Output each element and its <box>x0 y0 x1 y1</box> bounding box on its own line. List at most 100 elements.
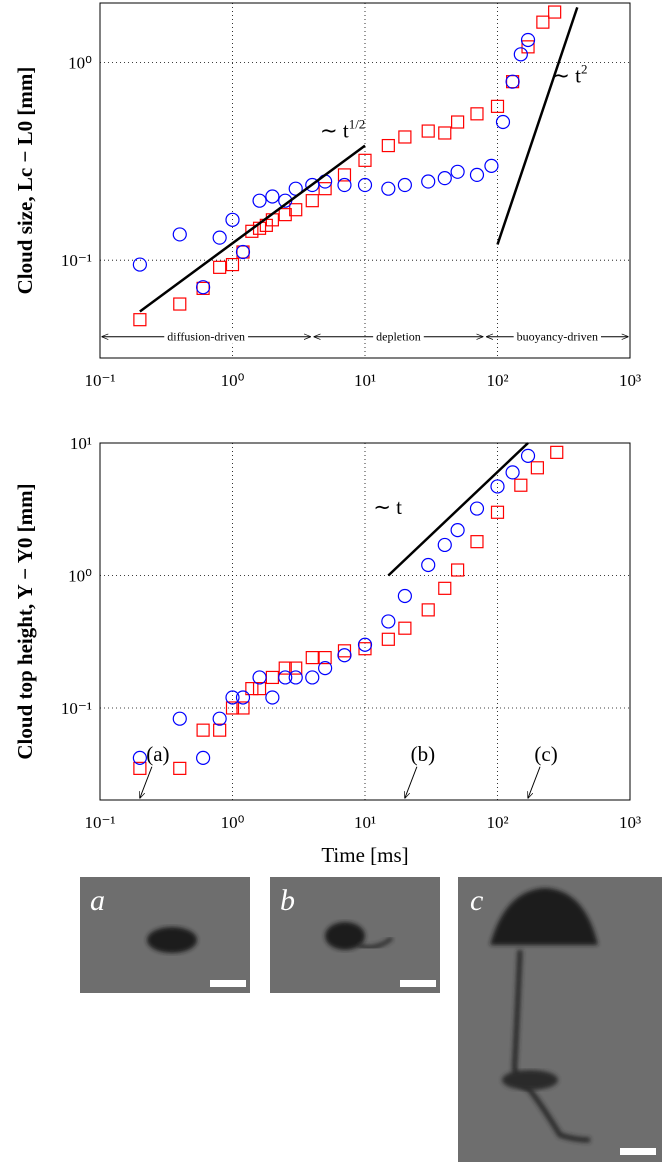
region-label: depletion <box>376 330 421 344</box>
marker-square <box>305 650 319 665</box>
annotation: (a) <box>146 742 169 766</box>
marker-circle <box>212 230 227 245</box>
marker-circle <box>132 750 147 765</box>
marker-square <box>358 642 372 656</box>
marker-circle <box>278 670 293 685</box>
marker-square <box>173 761 187 775</box>
y-tick-label: 10⁻¹ <box>61 699 92 718</box>
marker-square <box>133 761 147 775</box>
annotation-arrow <box>405 766 418 798</box>
marker-square <box>548 5 562 19</box>
marker-circle <box>505 74 520 89</box>
marker-circle <box>252 670 267 685</box>
y-tick-label: 10¹ <box>70 434 92 453</box>
marker-square <box>213 260 227 274</box>
region-label-bg <box>164 329 249 344</box>
marker-circle <box>437 171 452 186</box>
marker-square <box>225 257 240 272</box>
marker-circle <box>235 244 251 260</box>
marker-square <box>514 478 528 492</box>
marker-square <box>398 130 412 144</box>
marker-circle <box>421 174 436 189</box>
marker-square <box>421 603 435 617</box>
marker-square <box>225 701 240 715</box>
chart: 10⁻¹ 10⁰ 10¹ 10² 10³ 10⁻¹ 10⁰ 10¹ Cloud top heig… <box>13 434 641 867</box>
reference-text: ∼ t <box>320 119 349 143</box>
reference-line <box>387 442 529 577</box>
marker-circle <box>235 690 251 705</box>
marker-square <box>318 182 332 196</box>
marker-square <box>451 563 465 577</box>
x-tick-label: 10⁰ <box>221 813 245 832</box>
reference-line <box>496 7 579 245</box>
region-label-bg <box>513 329 601 344</box>
marker-square <box>451 115 465 129</box>
marker-square <box>265 670 279 685</box>
marker-square <box>550 445 564 459</box>
marker-circle <box>172 227 187 242</box>
x-axis-label: Time [ms] <box>321 843 408 867</box>
marker-circle <box>490 479 505 494</box>
marker-circle <box>505 465 520 480</box>
marker-circle <box>397 177 412 193</box>
marker-circle <box>437 537 452 553</box>
reference-exponent: 1/2 <box>349 117 366 132</box>
reference-text: ∼ t <box>373 495 402 519</box>
y-axis-label: Cloud size, Lc − L0 [mm] <box>13 67 37 295</box>
marker-circle <box>484 158 499 173</box>
marker-square <box>318 650 332 665</box>
marker-square <box>133 313 147 327</box>
marker-circle <box>520 448 536 463</box>
reference-line <box>139 144 366 313</box>
x-tick-label: 10¹ <box>354 371 376 390</box>
x-tick-label: 10⁻¹ <box>84 813 115 832</box>
marker-circle <box>357 177 373 193</box>
marker-circle <box>288 670 303 685</box>
panel-label: b <box>280 884 295 917</box>
marker-circle <box>357 637 373 652</box>
marker-square <box>173 297 187 311</box>
marker-square <box>381 138 395 153</box>
marker-square <box>337 168 352 182</box>
marker-circle <box>225 212 240 227</box>
marker-circle <box>381 181 396 196</box>
region-label: diffusion-driven <box>167 330 245 344</box>
marker-square <box>438 126 452 140</box>
marker-square <box>490 99 505 113</box>
marker-circle <box>305 670 320 685</box>
marker-square <box>252 682 267 696</box>
marker-circle <box>469 501 485 516</box>
marker-square <box>245 682 259 696</box>
marker-square <box>278 208 292 222</box>
marker-square <box>470 535 484 549</box>
marker-circle <box>421 557 436 573</box>
marker-square <box>245 224 259 238</box>
reference-label: ∼ t2 <box>552 61 587 87</box>
marker-square <box>521 40 535 54</box>
marker-circle <box>397 588 412 604</box>
reference-text: ∼ t <box>552 63 581 87</box>
y-tick-label: 10⁻¹ <box>61 251 92 270</box>
photo-c: c <box>458 877 662 1162</box>
marker-square <box>536 15 550 29</box>
marker-square <box>530 461 544 475</box>
marker-circle <box>265 189 280 204</box>
marker-circle <box>225 690 240 705</box>
marker-square <box>213 723 227 737</box>
x-tick-label: 10² <box>486 813 508 832</box>
marker-circle <box>265 690 280 705</box>
annotation-arrow <box>140 766 153 798</box>
x-tick-label: 10¹ <box>354 813 376 832</box>
marker-circle <box>212 711 227 726</box>
marker-circle <box>196 280 211 295</box>
y-axis-label: Cloud top height, Y − Y0 [mm] <box>13 483 37 759</box>
marker-circle <box>513 47 528 62</box>
marker-square <box>289 661 303 675</box>
marker-square <box>421 124 435 138</box>
marker-circle <box>450 523 465 538</box>
marker-circle <box>381 614 396 629</box>
photo-a: a <box>80 877 250 993</box>
y-tick-label: 10⁰ <box>68 54 92 73</box>
y-tick-label: 10⁰ <box>68 566 92 585</box>
